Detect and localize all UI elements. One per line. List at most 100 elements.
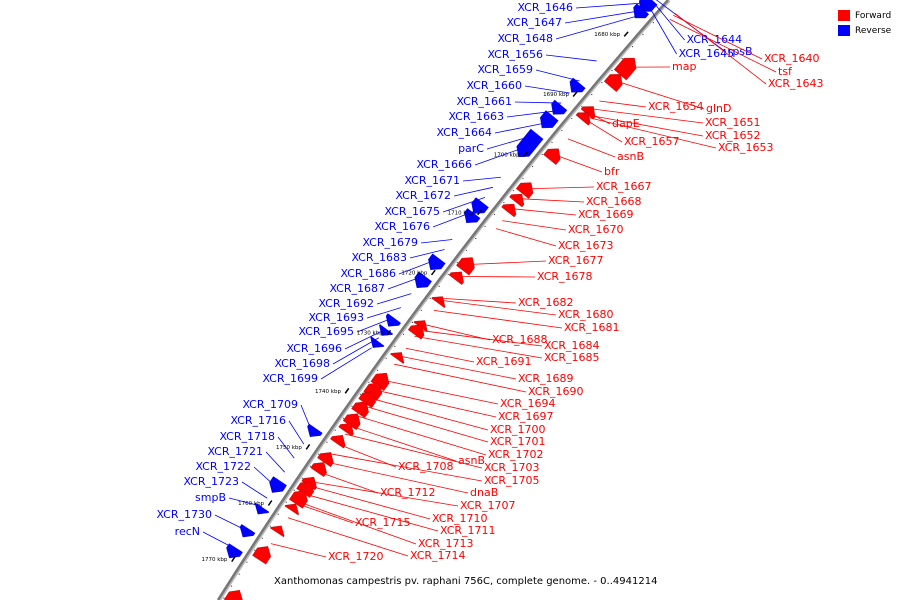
forward-leader-6 bbox=[592, 108, 704, 124]
forward-label-37: XCR_1705 bbox=[484, 474, 540, 487]
gene-reverse-41 bbox=[269, 476, 287, 493]
gene-forward-23 bbox=[407, 324, 425, 340]
forward-label-31: XCR_1700 bbox=[490, 423, 546, 436]
forward-leader-29 bbox=[382, 379, 499, 405]
tick-mark-8 bbox=[267, 500, 273, 506]
gene-reverse-1 bbox=[633, 3, 650, 19]
gene-reverse-35 bbox=[307, 423, 323, 437]
minor-tick bbox=[611, 69, 613, 72]
minor-tick bbox=[561, 129, 563, 132]
gene-reverse-16 bbox=[464, 208, 481, 223]
tick-label-4: 1720 kbp bbox=[401, 271, 427, 277]
reverse-label-32: XCR_1722 bbox=[195, 460, 251, 473]
forward-leader-33 bbox=[357, 415, 487, 456]
gene-forward-33 bbox=[338, 423, 354, 437]
forward-leader-45 bbox=[287, 517, 409, 557]
forward-leader-32 bbox=[364, 405, 489, 443]
gene-forward-6 bbox=[575, 112, 591, 126]
forward-label-38: dnaB bbox=[470, 486, 498, 499]
reverse-leader-23 bbox=[366, 307, 401, 319]
forward-label-24: XCR_1684 bbox=[544, 339, 600, 352]
forward-label-27: XCR_1689 bbox=[518, 372, 574, 385]
minor-tick bbox=[223, 597, 225, 599]
minor-tick bbox=[541, 153, 543, 156]
reverse-label-9: XCR_1661 bbox=[456, 95, 512, 108]
reverse-label-0: XCR_1646 bbox=[517, 1, 573, 14]
reverse-label-22: XCR_1692 bbox=[318, 297, 374, 310]
minor-tick bbox=[359, 393, 362, 395]
minor-tick bbox=[394, 345, 396, 347]
minor-tick bbox=[285, 501, 287, 503]
forward-leader-43 bbox=[303, 493, 439, 532]
reverse-label-35: XCR_1730 bbox=[156, 508, 212, 521]
forward-label-9: XCR_1657 bbox=[624, 135, 680, 148]
forward-leader-28 bbox=[394, 363, 527, 393]
reverse-label-34: smpB bbox=[195, 491, 226, 504]
gene-reverse-11 bbox=[516, 137, 537, 158]
forward-label-39: XCR_1712 bbox=[380, 486, 436, 499]
forward-leader-23 bbox=[423, 323, 491, 341]
minor-tick bbox=[293, 489, 295, 491]
minor-tick bbox=[230, 585, 233, 587]
forward-label-21: XCR_1680 bbox=[558, 308, 614, 321]
reverse-label-29: XCR_1716 bbox=[230, 414, 286, 427]
reverse-label-36: recN bbox=[175, 525, 200, 538]
gene-forward-48 bbox=[223, 589, 243, 600]
forward-label-13: XCR_1667 bbox=[596, 180, 652, 193]
reverse-leader-26 bbox=[332, 337, 380, 365]
gene-forward-2 bbox=[613, 57, 637, 81]
reverse-leader-2 bbox=[555, 16, 635, 40]
minor-tick bbox=[475, 237, 477, 240]
forward-leader-44 bbox=[298, 501, 417, 545]
minor-tick bbox=[456, 261, 458, 264]
minor-tick bbox=[326, 441, 328, 443]
forward-label-36: XCR_1708 bbox=[398, 460, 454, 473]
caption: Xanthomonas campestris pv. raphani 756C,… bbox=[274, 576, 658, 587]
reverse-leader-24 bbox=[356, 317, 394, 333]
forward-label-2: XCR_1643 bbox=[768, 77, 824, 90]
forward-label-17: XCR_1673 bbox=[558, 239, 614, 252]
forward-leader-2 bbox=[674, 12, 767, 85]
forward-label-5: XCR_1654 bbox=[648, 100, 704, 113]
minor-tick bbox=[420, 309, 422, 311]
gene-forward-21 bbox=[431, 296, 446, 309]
reverse-leader-28 bbox=[300, 404, 313, 433]
reverse-leader-18 bbox=[420, 239, 453, 244]
forward-label-16: XCR_1670 bbox=[568, 223, 624, 236]
forward-label-20: XCR_1682 bbox=[518, 296, 574, 309]
legend-forward-label: Forward bbox=[855, 10, 892, 21]
reverse-label-6: XCR_1656 bbox=[487, 48, 543, 61]
forward-label-29: XCR_1694 bbox=[500, 397, 556, 410]
forward-leader-5 bbox=[599, 100, 647, 108]
reverse-leader-32 bbox=[253, 466, 276, 487]
minor-tick bbox=[385, 357, 387, 359]
gene-forward-3 bbox=[603, 74, 623, 92]
forward-label-0: XCR_1640 bbox=[764, 52, 820, 65]
gene-reverse-15 bbox=[471, 197, 489, 214]
gene-forward-42 bbox=[284, 503, 299, 516]
reverse-leader-22 bbox=[376, 293, 412, 305]
forward-leader-11 bbox=[567, 138, 616, 158]
reverse-leader-7 bbox=[535, 69, 580, 82]
forward-leader-42 bbox=[297, 503, 354, 524]
forward-label-26: XCR_1691 bbox=[476, 355, 532, 368]
minor-tick bbox=[261, 537, 264, 539]
minor-tick bbox=[351, 405, 353, 407]
backbone-shadow bbox=[217, 0, 671, 600]
reverse-leader-15 bbox=[453, 186, 494, 197]
reverse-label-16: XCR_1675 bbox=[384, 205, 440, 218]
legend: Forward Reverse bbox=[838, 8, 900, 38]
minor-tick bbox=[301, 477, 303, 479]
reverse-label-17: XCR_1676 bbox=[374, 220, 430, 233]
reverse-leader-25 bbox=[344, 329, 385, 350]
forward-label-30: XCR_1697 bbox=[498, 410, 554, 423]
reverse-label-27: XCR_1699 bbox=[262, 372, 318, 385]
forward-label-42: XCR_1715 bbox=[355, 516, 411, 529]
forward-label-40: XCR_1707 bbox=[460, 499, 516, 512]
gene-forward-34 bbox=[330, 435, 346, 449]
reverse-label-5: rpsB bbox=[728, 45, 753, 58]
tick-label-7: 1750 kbp bbox=[276, 445, 302, 451]
forward-leader-35 bbox=[344, 433, 483, 469]
reverse-label-25: XCR_1696 bbox=[286, 342, 342, 355]
reverse-leader-10 bbox=[506, 110, 555, 118]
